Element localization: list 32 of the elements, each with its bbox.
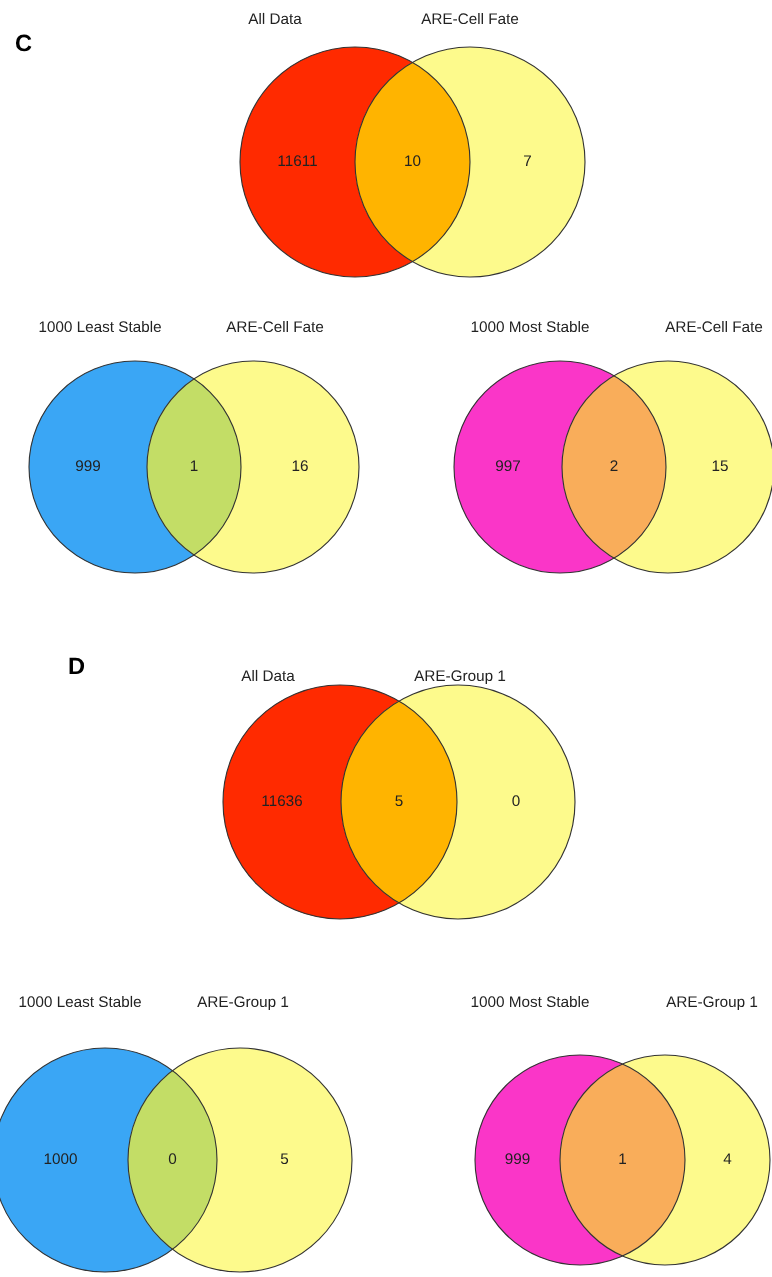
data-label: 4 (723, 1153, 732, 1164)
text: C (15, 34, 32, 52)
category-label: All Data (248, 12, 302, 25)
category-label: 1000 Most Stable (471, 320, 589, 333)
category-label: ARE-Group 1 (414, 670, 506, 685)
data-label: 0 (168, 1153, 177, 1165)
data-label: 11636 (262, 795, 303, 807)
category-label: ARE-Cell Fate (226, 320, 324, 333)
data-label: 999 (75, 460, 101, 472)
data-label: 2 (610, 460, 618, 471)
data-label: 11611 (278, 155, 317, 167)
data-label: 999 (505, 1153, 530, 1165)
data-label: 15 (712, 460, 728, 472)
category-label: 1000 Least Stable (39, 320, 161, 333)
category-label: All Data (241, 669, 295, 682)
category-label: ARE-Cell Fate (665, 320, 763, 333)
text: D (69, 657, 85, 675)
category-label: ARE-Group 1 (666, 996, 758, 1011)
data-label: 7 (524, 155, 531, 166)
data-label: 5 (280, 1153, 289, 1165)
category-label: ARE-Group 1 (197, 996, 289, 1011)
category-label: 1000 Most Stable (471, 995, 589, 1008)
data-label: 0 (512, 795, 520, 807)
data-label: 1 (619, 1153, 626, 1164)
data-label: 1 (190, 460, 198, 471)
data-label: 16 (292, 460, 308, 472)
data-label: 10 (405, 155, 421, 167)
data-label: 5 (395, 795, 403, 807)
category-label: ARE-Cell Fate (421, 12, 519, 25)
data-label: 997 (495, 460, 520, 472)
category-label: 1000 Least Stable (19, 995, 141, 1008)
data-label: 1000 (44, 1153, 77, 1165)
